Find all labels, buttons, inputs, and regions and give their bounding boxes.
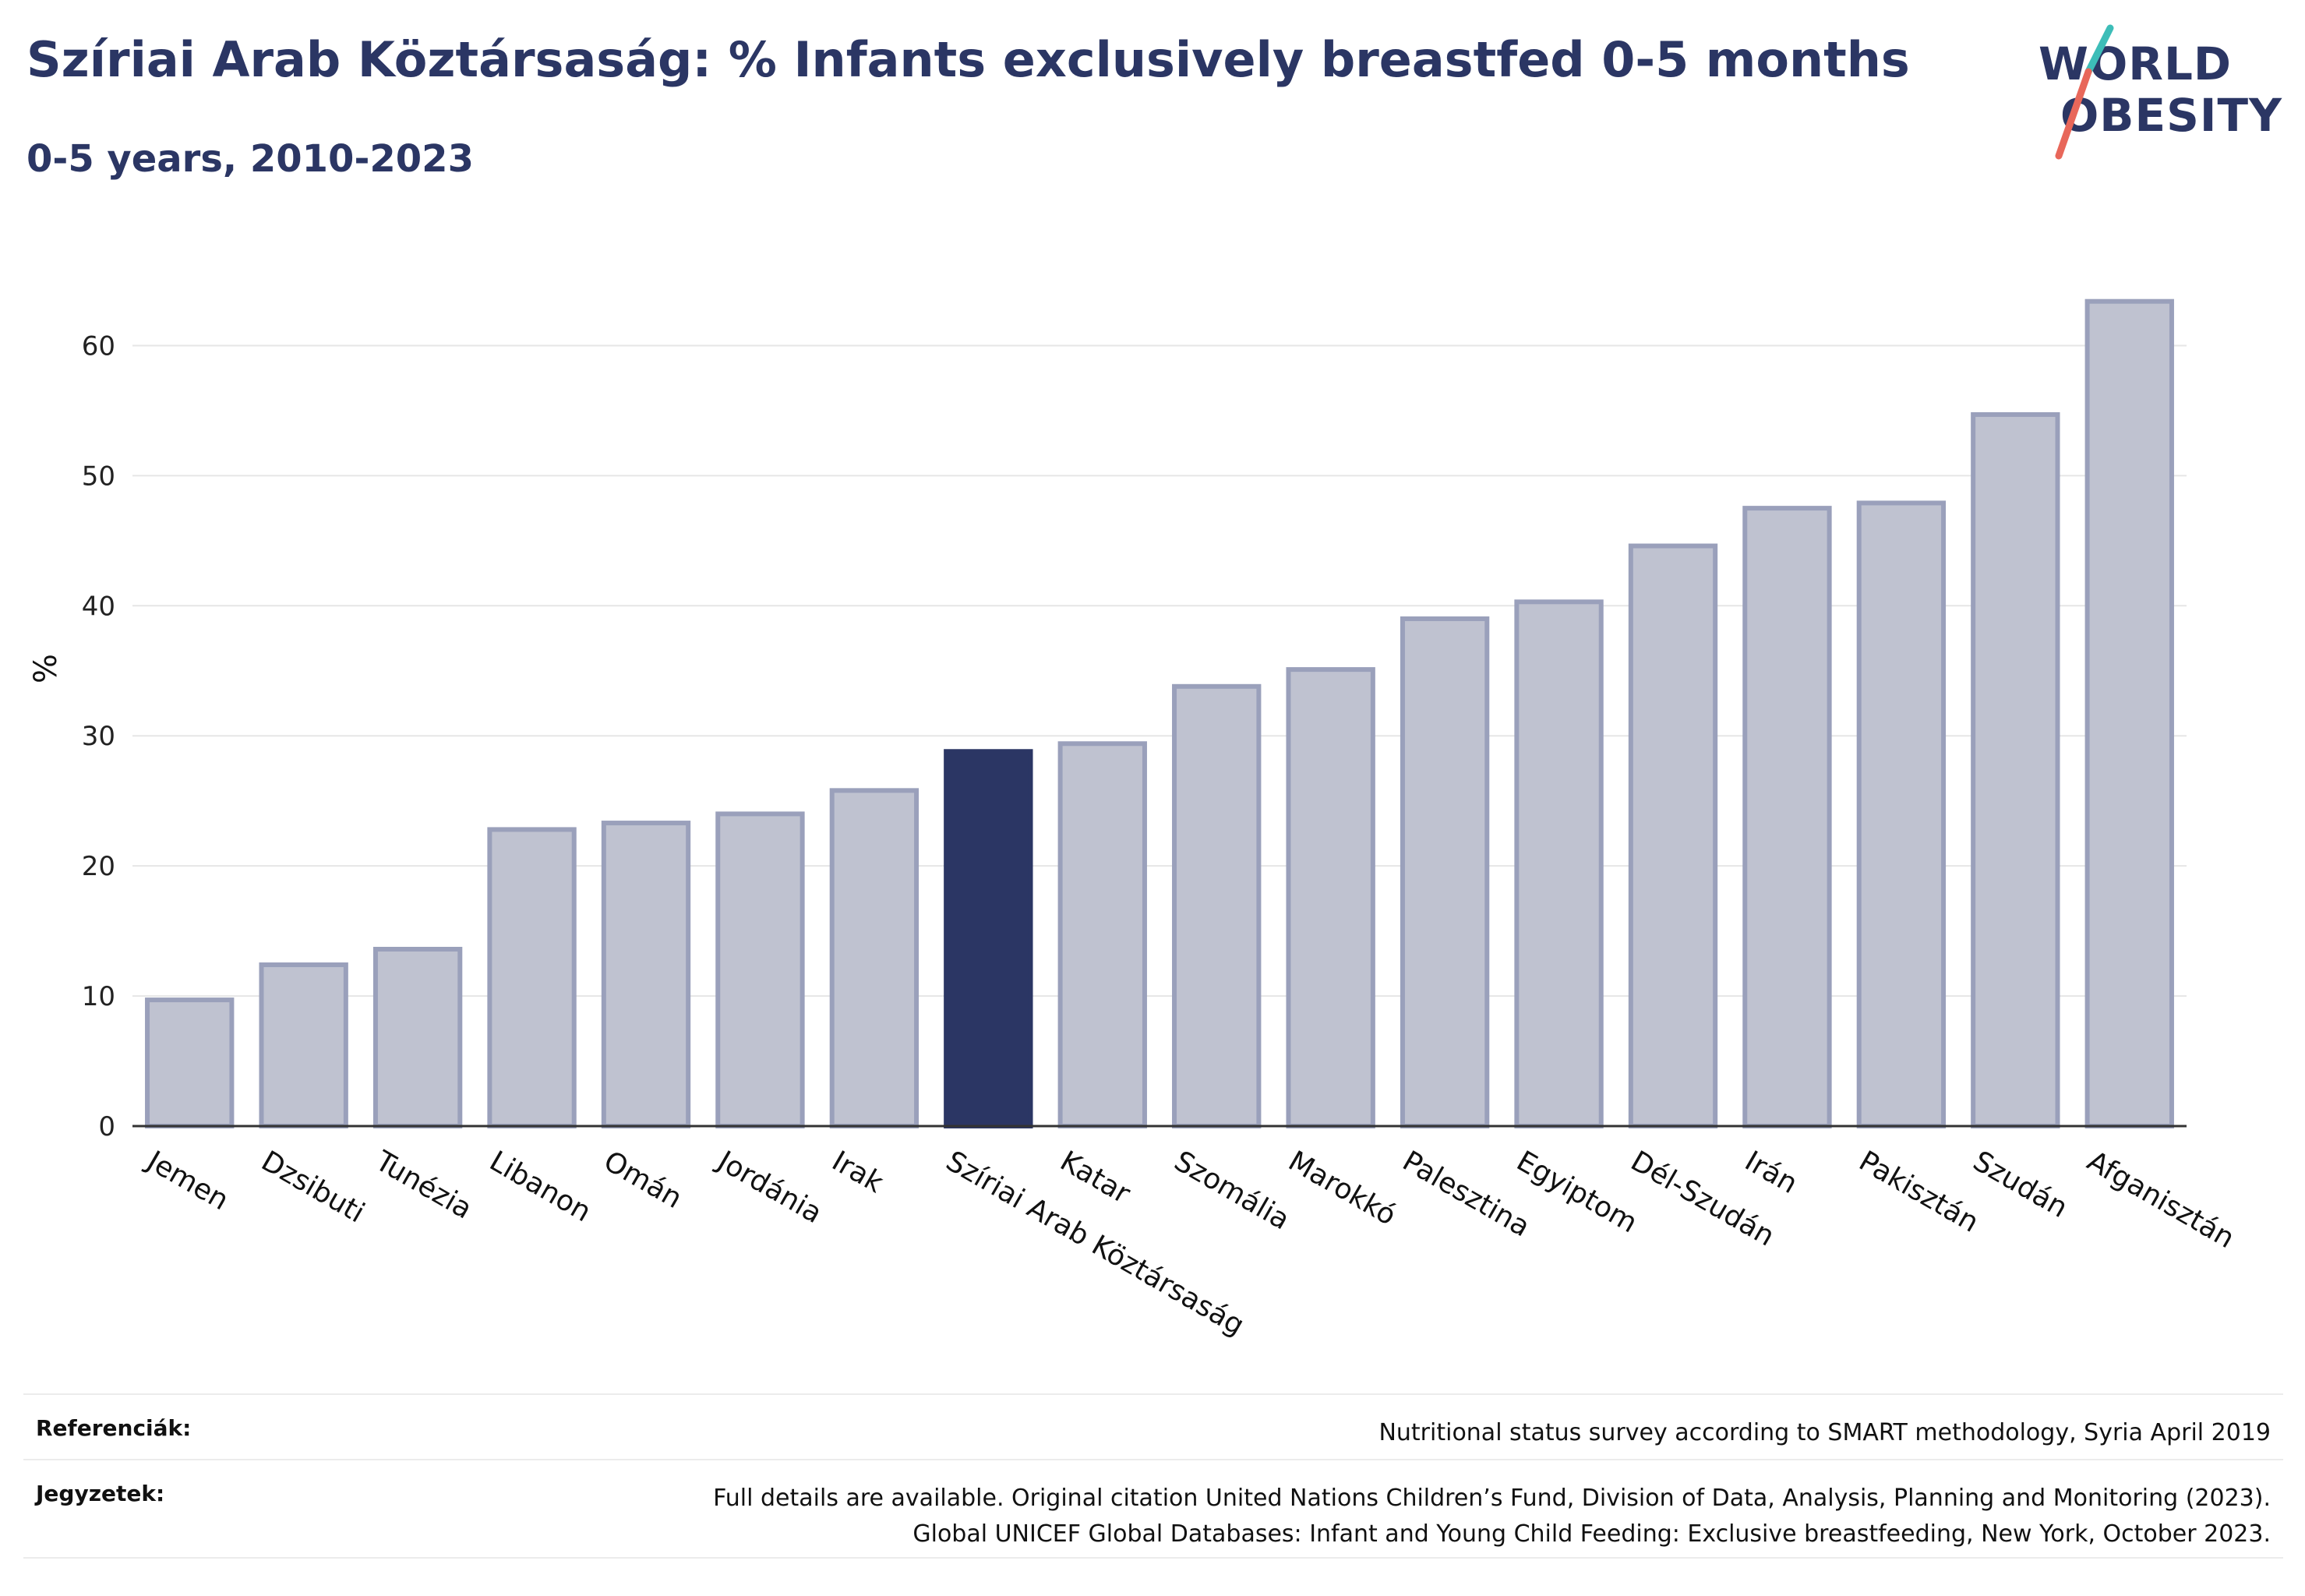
bar <box>259 962 348 1128</box>
x-tick-label: Egyiptom <box>1511 1145 1643 1239</box>
notes-label: Jegyzetek: <box>36 1481 165 1506</box>
y-tick-label: 0 <box>98 1111 115 1142</box>
x-tick-label: Jemen <box>140 1144 234 1216</box>
logo-slash-icon <box>2055 24 2114 160</box>
chart-subtitle: 0-5 years, 2010-2023 <box>26 137 474 181</box>
bar <box>372 946 463 1128</box>
references-row: Referenciák: Nutritional status survey a… <box>23 1393 2283 1459</box>
references-label: Referenciák: <box>36 1415 192 1441</box>
x-tick-label: Tunézia <box>369 1145 478 1226</box>
bar <box>1514 599 1604 1128</box>
x-tick-label: Jordánia <box>711 1144 827 1230</box>
notes-row: Jegyzetek: Full details are available. O… <box>23 1459 2283 1559</box>
bar <box>601 821 691 1128</box>
x-tick-label: Omán <box>598 1145 687 1215</box>
x-tick-label: Szudán <box>1968 1145 2073 1224</box>
bar <box>1628 543 1718 1128</box>
x-tick-label: Dzsibuti <box>256 1145 369 1229</box>
bars-layer <box>145 298 2174 1129</box>
x-tick-labels: Jemen Dzsibuti Tunézia Libanon Omán JordániaI… <box>140 1144 2240 1342</box>
y-tick-label: 40 <box>82 591 115 622</box>
y-axis-label: % <box>28 654 64 683</box>
bar <box>2084 298 2174 1129</box>
grid-layer <box>132 344 2187 998</box>
bar <box>1400 616 1490 1128</box>
x-tick-label: Katar <box>1054 1145 1135 1210</box>
x-tick-label: Marokkó <box>1283 1145 1401 1231</box>
bar <box>145 998 235 1128</box>
notes-line-1: Full details are available. Original cit… <box>713 1485 2271 1512</box>
y-tick-label: 20 <box>82 851 115 882</box>
axis-layer: 0 10 20 30 40 50 60 <box>82 330 2187 1142</box>
bar <box>1856 500 1947 1128</box>
bar <box>715 811 805 1129</box>
logo-word-world: WORLD <box>2038 37 2233 90</box>
bar <box>1286 667 1375 1128</box>
x-tick-label: Irán <box>1739 1145 1802 1200</box>
bar <box>487 827 577 1129</box>
references-text: Nutritional status survey according to S… <box>1378 1419 2271 1446</box>
bar <box>1057 741 1147 1128</box>
y-tick-label: 10 <box>82 981 115 1012</box>
bar-chart: 0 10 20 30 40 50 60 Jemen Dzsibuti Tunézia Libano… <box>28 298 2240 1342</box>
x-tick-label: Afganisztán <box>2081 1145 2240 1255</box>
bar <box>1172 683 1262 1128</box>
notes-text: Full details are available. Original cit… <box>713 1481 2271 1552</box>
x-tick-label: Irak <box>827 1145 889 1199</box>
y-tick-label: 60 <box>82 330 115 362</box>
x-tick-label: Pakisztán <box>1854 1145 1984 1238</box>
x-tick-label: Szomália <box>1169 1145 1295 1236</box>
y-tick-label: 50 <box>82 461 115 492</box>
notes-line-2: Global UNICEF Global Databases: Infant a… <box>912 1520 2271 1548</box>
x-tick-label: Palesztina <box>1397 1145 1535 1243</box>
bar <box>944 749 1033 1128</box>
x-tick-label: Libanon <box>484 1145 596 1228</box>
bar <box>1742 506 1832 1128</box>
bar <box>829 788 920 1128</box>
y-tick-label: 30 <box>82 721 115 752</box>
world-obesity-logo: WORLD OBESITY <box>2026 23 2291 164</box>
logo-word-obesity: OBESITY <box>2060 89 2283 142</box>
chart-title: Szíriai Arab Köztársaság: % Infants excl… <box>26 31 1910 88</box>
bar <box>1971 411 2060 1128</box>
